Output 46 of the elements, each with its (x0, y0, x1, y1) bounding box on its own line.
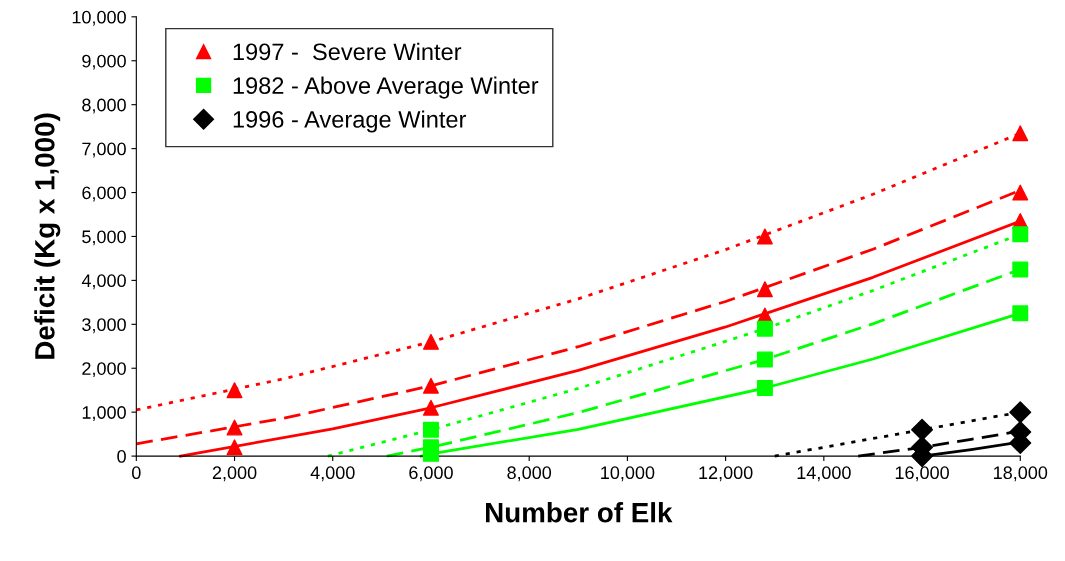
point (1012, 184, 1029, 201)
point (756, 351, 773, 368)
x-tick-label: 8,000 (507, 466, 552, 482)
y-tick-label: 7,000 (82, 142, 126, 158)
point (911, 418, 934, 441)
x-tick-label: 14,000 (797, 466, 851, 482)
point (226, 419, 243, 436)
x-tick-label: 18,000 (994, 466, 1048, 482)
x-axis-title: Number of Elk (486, 502, 673, 523)
y-tick-label: 8,000 (82, 98, 126, 114)
point (756, 380, 773, 396)
point (1012, 305, 1029, 322)
y-tick-label: 1,000 (82, 406, 126, 422)
point (1009, 401, 1032, 424)
legend-label: 1997 - Severe Winter (233, 42, 462, 61)
x-tick-label: 10,000 (601, 466, 655, 482)
y-tick-label: 4,000 (81, 274, 126, 290)
point (422, 445, 439, 462)
point (422, 377, 439, 394)
y-tick-label: 2,000 (82, 362, 126, 378)
point (226, 439, 243, 456)
point (1012, 226, 1029, 243)
y-tick-label: 6,000 (82, 186, 126, 202)
point (1012, 125, 1029, 142)
y-tick-label: 10,000 (72, 10, 126, 26)
legend-label: 1996 - Average Winter (233, 110, 467, 133)
y-tick-label: 0 (117, 450, 126, 463)
y-tick-label: 9,000 (82, 54, 126, 70)
point (226, 382, 243, 399)
x-tick-label: 2,000 (212, 466, 257, 482)
x-tick-label: 12,000 (699, 466, 753, 482)
y-tick-label: 3,000 (82, 318, 126, 334)
point (422, 421, 439, 438)
y-axis-title: Deficit (Kg x 1,000) (34, 113, 61, 359)
point (422, 333, 439, 350)
x-tick-label: 4,000 (310, 466, 355, 482)
x-tick-label: 16,000 (895, 466, 949, 482)
legend-label: 1982 - Above Average Winter (233, 76, 539, 99)
point (756, 320, 773, 337)
point (756, 281, 773, 298)
x-tick-label: 0 (132, 466, 141, 480)
point (756, 228, 773, 245)
x-tick-label: 6,000 (409, 466, 453, 482)
point (422, 399, 439, 416)
y-tick-label: 5,000 (82, 230, 126, 246)
point (1012, 261, 1029, 278)
